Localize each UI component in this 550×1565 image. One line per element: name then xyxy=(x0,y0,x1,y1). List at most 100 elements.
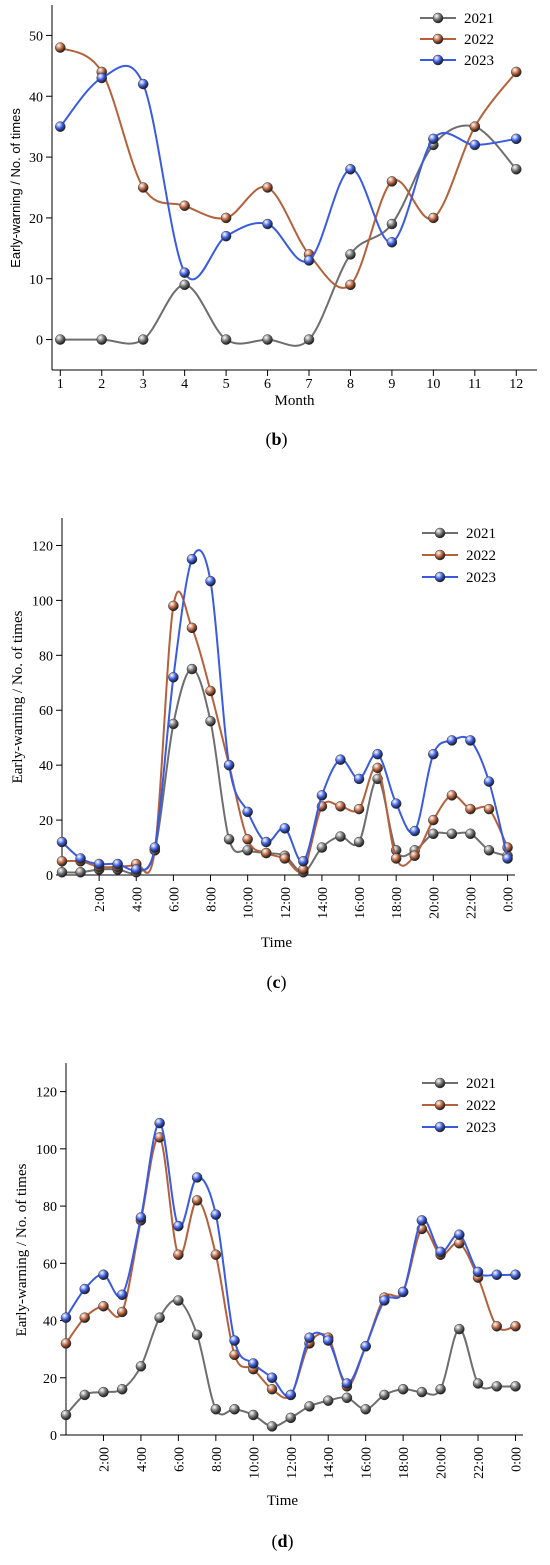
data-point-2021 xyxy=(472,1378,484,1389)
data-point-2023 xyxy=(191,1172,203,1183)
x-tick-label: 12:00 xyxy=(285,1447,300,1479)
data-point-2022 xyxy=(335,801,346,812)
data-point-2023 xyxy=(390,798,402,809)
data-point-2023 xyxy=(386,237,398,248)
data-point-2023 xyxy=(149,842,161,853)
x-tick-label: 4:00 xyxy=(135,1447,150,1472)
x-tick-label: 1 xyxy=(57,377,64,392)
data-point-2021 xyxy=(173,1295,184,1306)
legend-marker-2022 xyxy=(434,1099,446,1111)
data-point-2023 xyxy=(335,754,346,765)
data-point-2023 xyxy=(465,735,476,746)
series-line-2023 xyxy=(59,64,517,281)
panel-caption: (b) xyxy=(265,429,287,450)
data-point-2023 xyxy=(397,1286,409,1298)
panel-caption: (c) xyxy=(267,972,287,993)
x-tick-label: 12:00 xyxy=(279,887,294,919)
legend-label-2023: 2023 xyxy=(464,53,494,69)
data-point-2022 xyxy=(510,1321,521,1332)
data-point-2023 xyxy=(511,133,522,145)
x-tick-label: 10:00 xyxy=(242,887,257,919)
x-tick-label: 8 xyxy=(347,377,354,392)
data-point-2022 xyxy=(173,1249,184,1260)
y-axis-label: Early-warning / No. of times xyxy=(10,610,26,783)
data-point-2022 xyxy=(428,212,439,224)
data-point-2021 xyxy=(210,1403,222,1415)
series-line-2023 xyxy=(61,549,509,872)
legend-marker-2021 xyxy=(434,527,446,539)
data-point-2021 xyxy=(186,663,198,675)
data-point-2021 xyxy=(168,718,179,730)
legend-marker-2022 xyxy=(432,33,444,45)
data-point-2022 xyxy=(179,200,190,211)
data-point-2021 xyxy=(454,1323,465,1335)
data-point-2022 xyxy=(483,803,495,815)
data-point-2021 xyxy=(75,867,86,878)
data-point-2022 xyxy=(262,182,273,193)
x-tick-label: 10:00 xyxy=(247,1447,262,1479)
x-tick-label: 11 xyxy=(468,377,481,392)
y-tick-label: 60 xyxy=(39,704,53,719)
data-point-2022 xyxy=(220,212,232,224)
x-tick-label: 18:00 xyxy=(397,1447,412,1479)
data-point-2021 xyxy=(205,715,216,727)
data-point-2021 xyxy=(96,334,107,345)
data-point-2021 xyxy=(191,1329,203,1341)
x-tick-label: 12 xyxy=(509,377,523,392)
data-point-2023 xyxy=(469,139,481,151)
data-point-2023 xyxy=(446,735,458,746)
y-tick-label: 0 xyxy=(50,1429,57,1444)
data-point-2021 xyxy=(511,164,522,175)
data-point-2021 xyxy=(266,1421,278,1432)
data-point-2022 xyxy=(55,42,66,53)
data-point-2023 xyxy=(248,1358,259,1369)
x-tick-label: 22:00 xyxy=(472,1447,487,1479)
data-point-2022 xyxy=(372,762,383,774)
data-point-2021 xyxy=(316,842,328,853)
x-tick-label: 20:00 xyxy=(427,887,442,919)
data-point-2023 xyxy=(75,853,86,864)
data-point-2022 xyxy=(446,790,458,801)
data-point-2021 xyxy=(262,334,273,345)
data-point-2021 xyxy=(483,845,495,856)
y-tick-label: 120 xyxy=(36,1086,57,1101)
y-tick-label: 30 xyxy=(29,151,43,166)
chart-panel-d: 0 20 40 60 80 100 120 2:00 4:00 6:00 8:00 10:00 12:0… xyxy=(14,1063,525,1552)
data-point-2023 xyxy=(56,836,68,848)
y-tick-label: 20 xyxy=(43,1372,57,1387)
data-point-2023 xyxy=(502,853,513,864)
data-point-2021 xyxy=(303,334,315,345)
data-point-2021 xyxy=(379,1389,390,1401)
legend-label-2022: 2022 xyxy=(464,32,494,48)
data-point-2022 xyxy=(345,279,356,291)
data-point-2022 xyxy=(116,1306,128,1318)
data-point-2022 xyxy=(186,622,198,634)
data-point-2021 xyxy=(242,845,253,856)
data-point-2021 xyxy=(397,1383,409,1395)
panel-caption: (d) xyxy=(271,1531,293,1552)
x-tick-label: 18:00 xyxy=(390,887,405,919)
data-point-2023 xyxy=(298,856,309,867)
data-point-2022 xyxy=(353,803,365,815)
data-point-2021 xyxy=(135,1361,147,1372)
y-tick-label: 80 xyxy=(43,1200,57,1215)
x-tick-label: 7 xyxy=(306,377,313,392)
data-point-2023 xyxy=(435,1246,446,1258)
legend-marker-2023 xyxy=(434,571,446,583)
data-point-2023 xyxy=(116,1289,128,1301)
x-tick-label: 6:00 xyxy=(172,1447,187,1472)
x-tick-label: 14:00 xyxy=(322,1447,337,1479)
x-tick-label: 22:00 xyxy=(464,887,479,919)
x-tick-label: 0:00 xyxy=(510,1447,525,1472)
data-point-2023 xyxy=(60,1312,72,1323)
data-point-2023 xyxy=(98,1269,109,1281)
legend-marker-2023 xyxy=(434,1121,446,1133)
y-tick-label: 10 xyxy=(29,273,43,288)
data-point-2021 xyxy=(353,836,365,848)
series-line-2021 xyxy=(65,1298,516,1428)
series-line-2022 xyxy=(59,46,518,289)
x-tick-label: 8:00 xyxy=(210,1447,225,1472)
data-point-2023 xyxy=(472,1266,484,1278)
data-point-2023 xyxy=(279,823,291,834)
y-tick-label: 40 xyxy=(43,1315,57,1330)
